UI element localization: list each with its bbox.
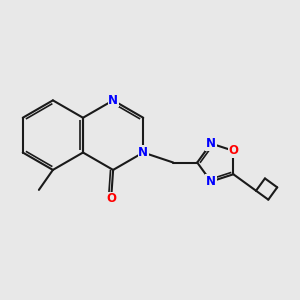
Text: N: N <box>206 175 216 188</box>
Text: O: O <box>228 144 239 157</box>
Text: N: N <box>206 137 216 150</box>
Text: O: O <box>106 192 116 205</box>
Text: N: N <box>108 94 118 107</box>
Text: N: N <box>138 146 148 159</box>
